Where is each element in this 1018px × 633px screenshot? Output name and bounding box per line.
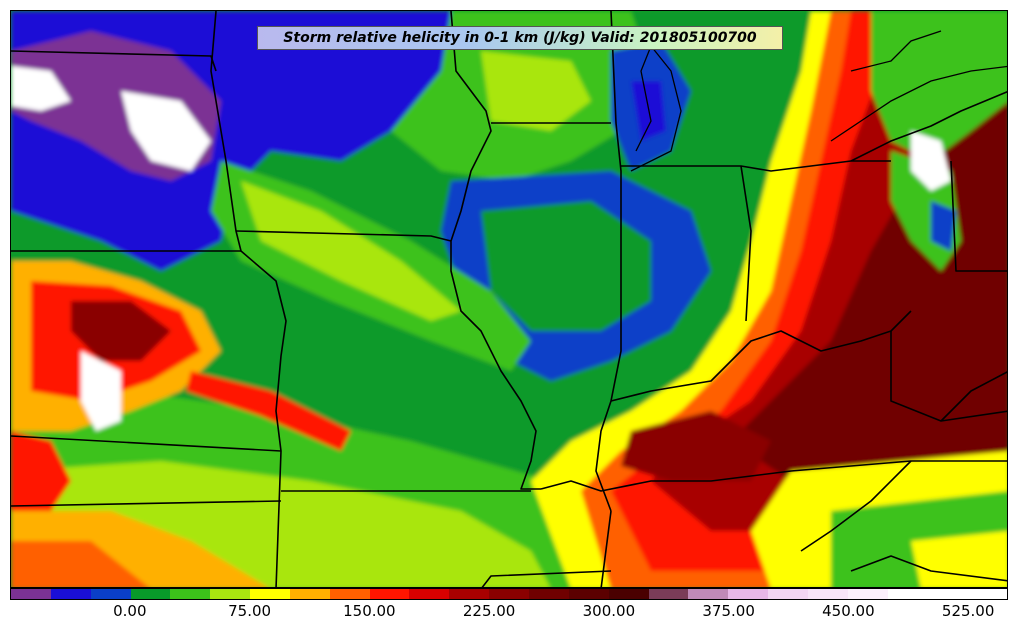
colorbar-tick-label: 75.00	[228, 602, 272, 620]
colorbar-swatch	[329, 589, 370, 599]
colorbar-swatch	[11, 589, 51, 599]
colorbar-swatch	[409, 589, 450, 599]
colorbar-swatch	[50, 589, 91, 599]
colorbar-swatch	[648, 589, 689, 599]
colorbar-swatch	[887, 589, 928, 599]
colorbar	[10, 588, 1008, 600]
colorbar-swatch	[449, 589, 490, 599]
colorbar-swatch	[967, 589, 1008, 599]
map-title: Storm relative helicity in 0-1 km (J/kg)…	[257, 26, 783, 50]
colorbar-swatch	[210, 589, 251, 599]
colorbar-swatch	[90, 589, 131, 599]
colorbar-swatch	[608, 589, 649, 599]
colorbar-swatch	[728, 589, 769, 599]
colorbar-tick-label: 300.00	[582, 602, 636, 620]
colorbar-swatch	[528, 589, 569, 599]
colorbar-tick-label: 0.00	[113, 602, 147, 620]
colorbar-swatch	[289, 589, 330, 599]
colorbar-tick-label: 450.00	[822, 602, 875, 620]
colorbar-swatch	[807, 589, 848, 599]
colorbar-tick-label: 150.00	[343, 602, 396, 620]
colorbar-swatch	[130, 589, 171, 599]
colorbar-tick-label: 225.00	[462, 602, 516, 620]
shaded-field	[11, 11, 1007, 587]
colorbar-tick-label: 375.00	[702, 602, 755, 620]
colorbar-swatch	[847, 589, 888, 599]
map-panel: Storm relative helicity in 0-1 km (J/kg)…	[10, 10, 1008, 588]
colorbar-swatch	[688, 589, 729, 599]
colorbar-swatch	[768, 589, 808, 599]
colorbar-swatch	[489, 589, 529, 599]
colorbar-ticks: 0.00 75.00 150.00 225.00 300.00 375.00 450.00 5…	[10, 602, 1008, 624]
state-boundaries	[11, 11, 1007, 587]
colorbar-swatch	[927, 589, 968, 599]
colorbar-swatch	[250, 589, 290, 599]
colorbar-swatch	[369, 589, 410, 599]
lake-outlines	[630, 30, 1007, 172]
colorbar-swatch	[170, 589, 211, 599]
helicity-map	[11, 11, 1007, 587]
colorbar-swatch	[568, 589, 609, 599]
colorbar-tick-label: 525.00	[941, 602, 995, 620]
